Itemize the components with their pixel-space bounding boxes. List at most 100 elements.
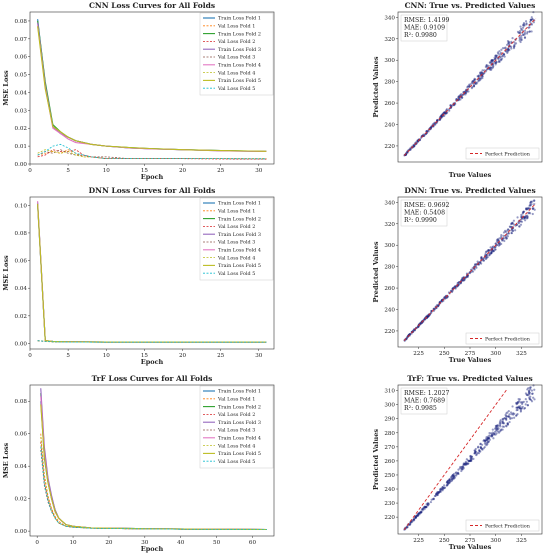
scatter-point [501,425,504,428]
scatter-point [497,431,501,434]
scatter-point [491,428,494,431]
scatter-point [504,413,507,417]
scatter-point [490,251,493,254]
scatter-point [464,460,467,463]
metric-text: MAE: 0.7689 [404,398,445,405]
scatter-point [436,119,439,122]
legend-label: Train Loss Fold 4 [218,248,261,254]
scatter-point [530,23,534,26]
scatter-point [501,417,504,421]
scatter-point [443,296,446,300]
scatter-point [526,393,529,397]
scatter-point [454,471,457,474]
x-axis-label: Epoch [141,173,164,181]
scatter-point [424,505,427,509]
scatter-point [432,498,435,501]
scatter-point [485,65,488,68]
scatter-point [525,207,528,210]
scatter-point [487,249,490,252]
scatter-point [508,413,511,416]
scatter-point [511,229,514,232]
scatter-point [526,216,529,220]
scatter-point [481,74,484,78]
perfect-prediction-line [403,203,537,341]
scatter-point [520,401,523,404]
y-tick-label: 240 [384,308,395,314]
scatter-point [530,30,533,33]
scatter-point [528,392,531,396]
y-tick-label: 230 [384,501,395,507]
scatter-point [485,441,488,444]
scatter-point [506,228,510,231]
scatter-point [492,249,495,252]
x-tick-label: 25 [217,353,225,359]
scatter-point [522,210,526,213]
scatter-point [488,437,491,440]
plot-frame [29,384,275,537]
scatter-point [533,199,536,202]
scatter-point [522,400,525,403]
y-tick-label: 0.00 [15,529,28,535]
x-tick-label: 20 [179,168,187,174]
scatter-point [416,514,419,517]
y-tick-label: 280 [384,80,395,86]
scatter-point [444,112,447,115]
scatter-point [427,130,430,133]
scatter-point [516,413,519,416]
scatter-point [460,467,463,471]
scatter-point [468,85,471,88]
scatter-point [482,447,485,450]
metric-text: RMSE: 1.4199 [404,17,450,24]
scatter-point [443,114,446,117]
scatter-point [532,396,535,399]
scatter-point [473,79,476,82]
scatter-point [443,486,447,489]
scatter-point [529,386,532,389]
scatter-point [483,442,487,445]
scatter-point [526,404,529,407]
scatter-point [531,207,534,210]
scatter-point [451,474,454,477]
scatter-point [487,249,490,252]
scatter-point [462,463,465,467]
metric-text: R²: 0.9985 [404,405,437,412]
scatter-point [444,112,447,115]
scatter-point [528,204,531,207]
scatter-point [496,427,499,430]
scatter-point [446,481,449,484]
scatter-point [494,54,497,58]
scatter-point [425,506,428,509]
scatter-point [525,208,528,211]
scatter-point [516,401,520,404]
scatter-point [531,207,535,211]
scatter-point [523,33,526,36]
chart-title: DNN: True vs. Predicted Values [404,186,535,195]
scatter-point [503,417,506,420]
scatter-point [417,512,421,515]
scatter-point [421,507,424,510]
scatter-point [484,439,487,442]
scatter-point [516,406,519,409]
scatter-point [511,37,514,40]
scatter-point [446,479,449,482]
scatter-point [511,222,514,225]
x-tick-label: 10 [69,540,77,546]
scatter-point [487,437,490,440]
scatter-point [443,111,446,114]
x-tick-label: 15 [141,353,149,359]
scatter-point [441,486,444,489]
scatter-point [450,478,454,481]
scatter-point [529,203,532,207]
scatter-point [456,472,460,475]
scatter-point [496,51,500,54]
scatter-point [510,413,513,416]
x-axis-label: True Values [449,356,492,364]
scatter-point [491,59,494,62]
scatter-point [422,133,425,136]
scatter-point [479,71,482,74]
scatter-point [431,498,435,501]
scatter-point [495,425,498,428]
scatter-point [435,492,438,496]
scatter-point [506,411,509,414]
scatter-point [419,511,422,514]
